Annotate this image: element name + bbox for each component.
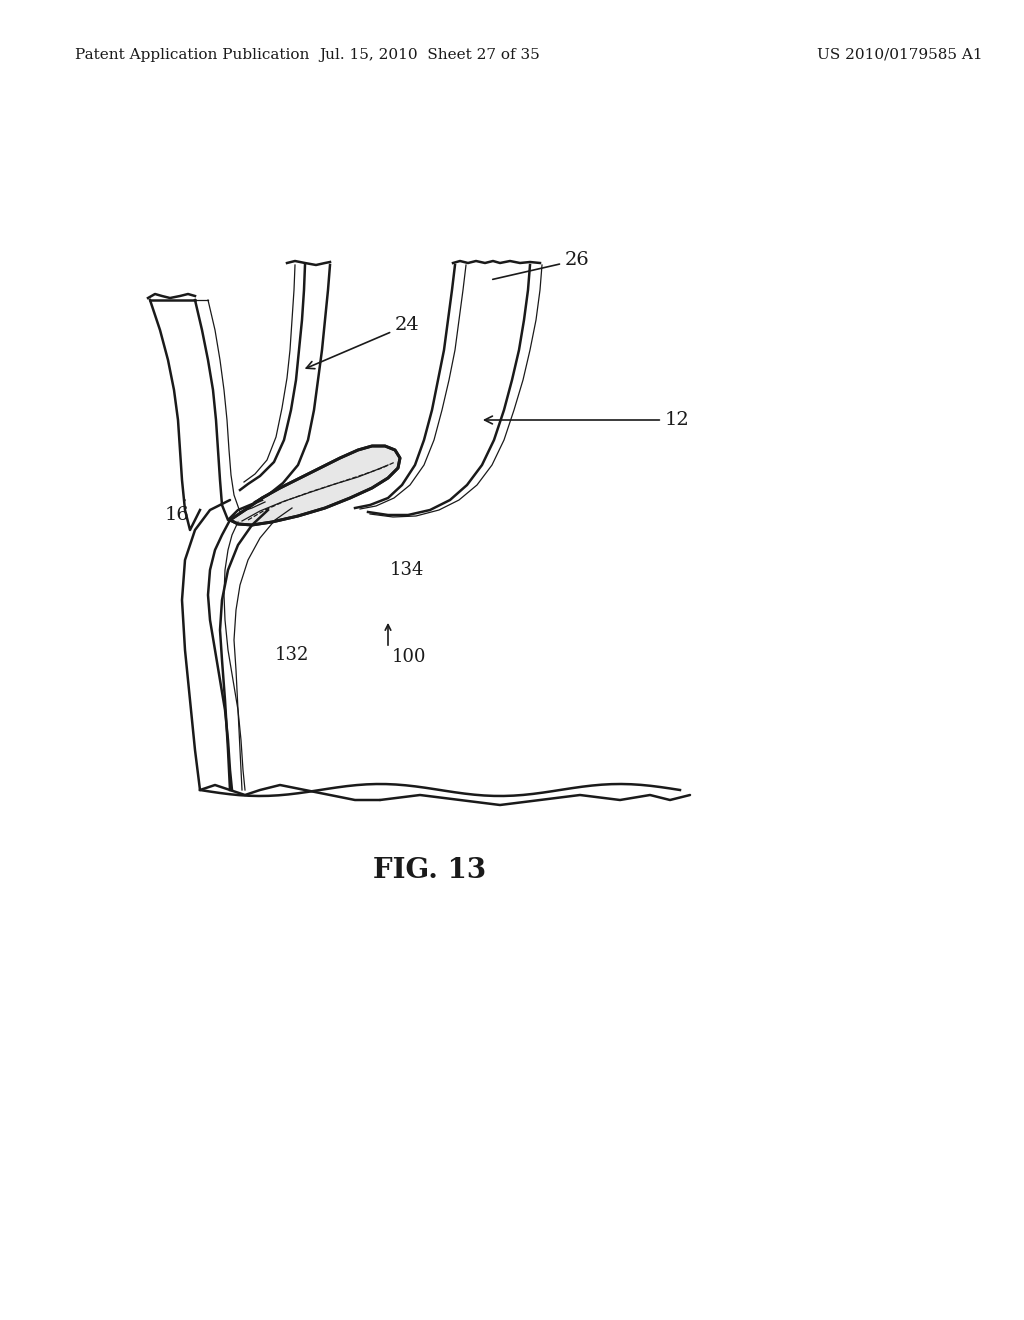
Text: 100: 100	[392, 648, 427, 667]
Text: Patent Application Publication: Patent Application Publication	[75, 48, 309, 62]
Text: 12: 12	[484, 411, 690, 429]
Text: 134: 134	[390, 561, 424, 579]
Text: FIG. 13: FIG. 13	[374, 857, 486, 883]
Text: Jul. 15, 2010  Sheet 27 of 35: Jul. 15, 2010 Sheet 27 of 35	[319, 48, 541, 62]
PathPatch shape	[230, 446, 400, 525]
Text: 24: 24	[306, 315, 420, 368]
Text: 26: 26	[493, 251, 590, 280]
Text: 16: 16	[165, 500, 189, 524]
Text: US 2010/0179585 A1: US 2010/0179585 A1	[817, 48, 983, 62]
Text: 132: 132	[275, 645, 309, 664]
